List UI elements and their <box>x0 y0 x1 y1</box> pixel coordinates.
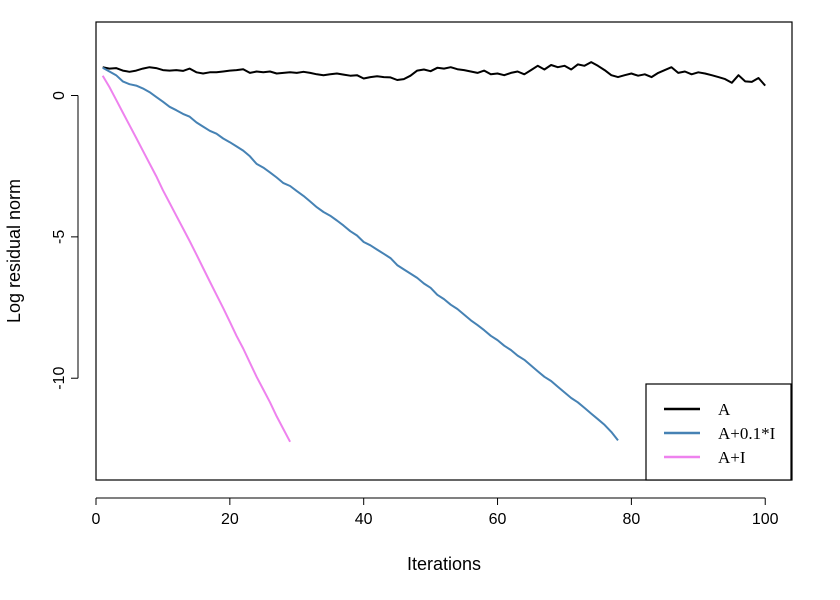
x-axis-title: Iterations <box>407 554 481 574</box>
y-axis: 0 -5 -10 <box>51 91 79 390</box>
x-tick-label: 100 <box>752 511 779 528</box>
x-tick-label: 20 <box>221 511 239 528</box>
y-axis-title: Log residual norm <box>4 179 24 323</box>
legend: A A+0.1*I A+I <box>645 383 792 481</box>
series-lines <box>101 61 766 443</box>
legend-label-2: A+I <box>718 448 746 467</box>
x-tick-label: 0 <box>92 511 101 528</box>
series-line-2 <box>101 75 291 443</box>
y-tick-label: -10 <box>51 367 68 390</box>
x-axis: 0 20 40 60 80 100 <box>92 497 779 528</box>
x-tick-label: 40 <box>355 511 373 528</box>
legend-label-1: A+0.1*I <box>718 424 776 443</box>
legend-label-0: A <box>718 400 731 419</box>
y-tick-label: 0 <box>51 91 68 100</box>
y-tick-label: -5 <box>51 230 68 244</box>
plot-frame <box>95 21 793 481</box>
series-line-0 <box>102 61 766 87</box>
x-tick-label: 80 <box>622 511 640 528</box>
series-line-1 <box>102 66 619 442</box>
x-tick-label: 60 <box>489 511 507 528</box>
